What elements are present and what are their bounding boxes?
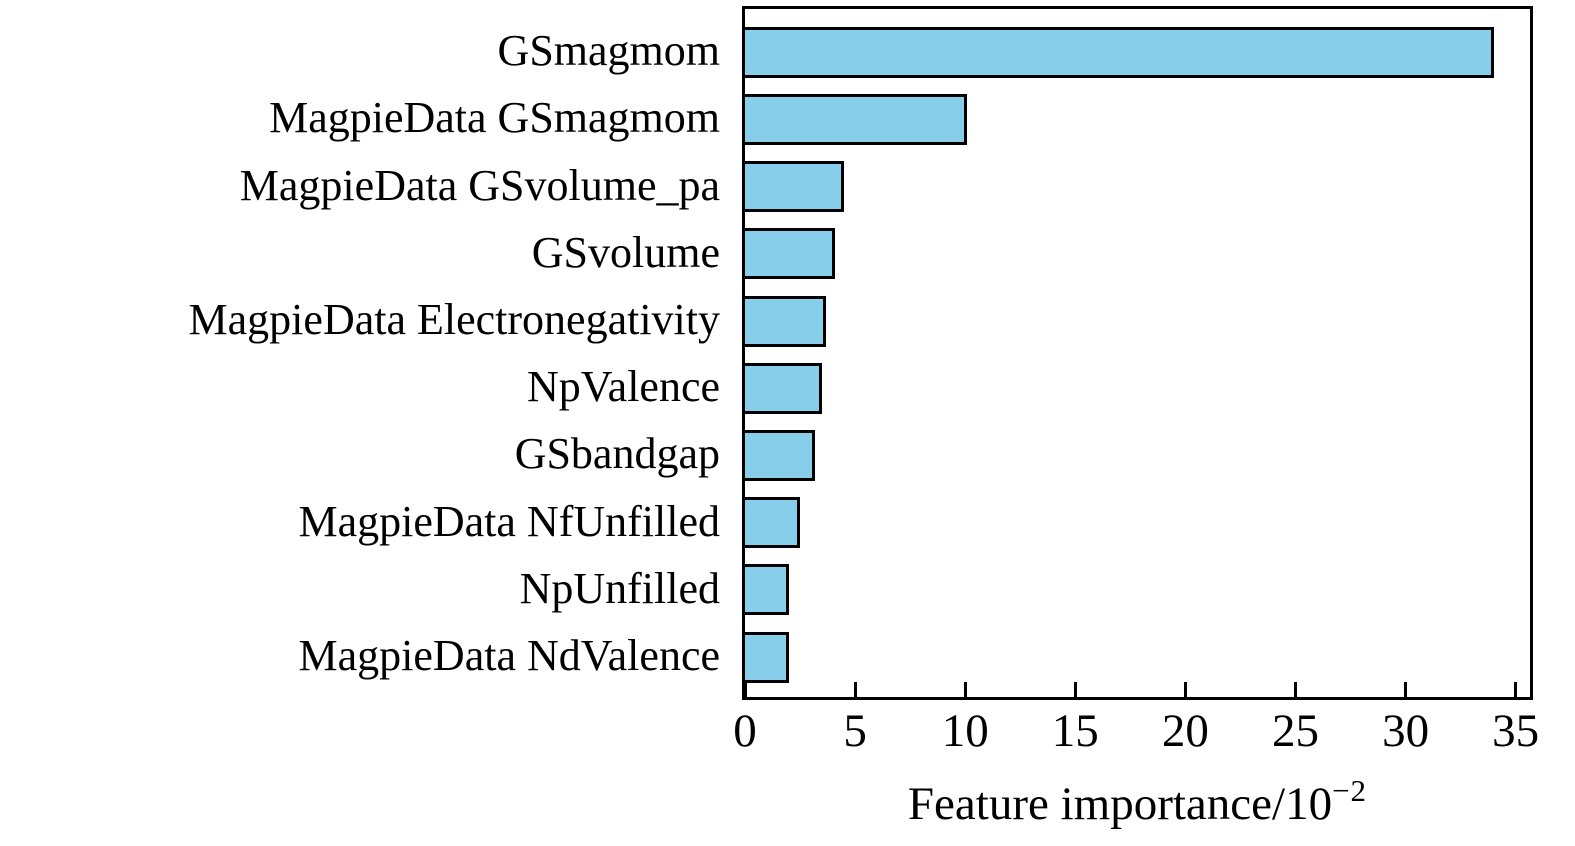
category-label: GSvolume [531, 227, 720, 277]
category-label: MagpieData GSmagmom [269, 93, 720, 143]
category-label: MagpieData NdValence [298, 631, 720, 681]
x-tick-label: 15 [1051, 705, 1099, 757]
x-tick-label: 5 [843, 705, 867, 757]
bar-npvalence [742, 362, 823, 414]
category-label: GSbandgap [514, 429, 720, 479]
category-label: NpUnfilled [519, 563, 720, 613]
x-tick-label: 20 [1161, 705, 1209, 757]
x-axis-label: Feature importance/10−2 [742, 772, 1533, 832]
x-tick [1073, 682, 1077, 697]
x-tick-labels: 0 5 10 15 20 25 30 35 [733, 705, 1539, 768]
bar-npunfilled [742, 564, 790, 616]
x-axis-label-text: Feature importance/10 [907, 778, 1333, 830]
category-label: MagpieData NfUnfilled [298, 496, 720, 546]
category-label: NpValence [526, 362, 720, 412]
category-label: MagpieData Electronegativity [188, 295, 720, 345]
category-label: GSmagmom [497, 26, 720, 76]
y-axis-category-labels: GSmagmom MagpieData GSmagmom MagpieData GS… [0, 0, 722, 710]
bar-gsmagmom [742, 26, 1494, 78]
bar-gsbandgap [742, 429, 816, 481]
x-axis-label-exponent: −2 [1332, 773, 1368, 808]
x-tick [1404, 682, 1408, 697]
x-tick [743, 682, 747, 697]
x-tick-label: 10 [941, 705, 989, 757]
x-tick-label: 35 [1492, 705, 1540, 757]
plot-area [742, 6, 1533, 700]
x-tick [1293, 682, 1297, 697]
x-tick-label: 30 [1382, 705, 1430, 757]
x-tick-label: 0 [733, 705, 757, 757]
bar-magpiedata-electronegativity [742, 295, 827, 347]
x-tick [853, 682, 857, 697]
x-tick-label: 25 [1271, 705, 1319, 757]
bar-magpiedata-gsmagmom [742, 93, 968, 145]
bar-magpiedata-gsvolume-pa [742, 161, 845, 213]
bar-magpiedata-nfunfilled [742, 497, 801, 549]
bars-container [742, 9, 1530, 697]
x-tick [963, 682, 967, 697]
bar-magpiedata-ndvalence [742, 631, 790, 683]
x-tick [1183, 682, 1187, 697]
x-tick [1514, 682, 1518, 697]
bar-gsvolume [742, 228, 836, 280]
category-label: MagpieData GSvolume_pa [239, 160, 720, 210]
